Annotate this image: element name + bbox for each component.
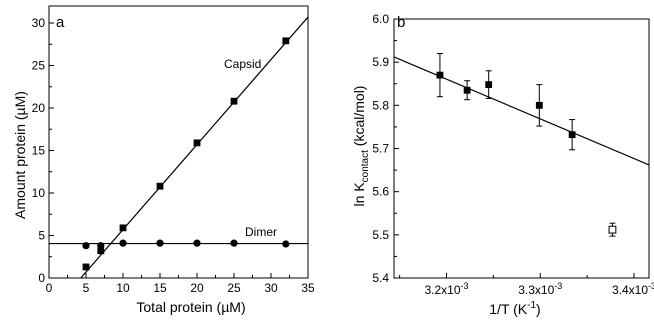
data-point (436, 71, 444, 79)
capsid-point (97, 247, 105, 255)
panel-b-fit-line (393, 56, 650, 166)
dimer-point (156, 239, 164, 247)
y-tick-label: 0 (38, 271, 45, 285)
x-tick-exponent: -3 (554, 281, 562, 291)
capsid-point (193, 139, 201, 147)
dimer-point (193, 239, 201, 247)
x-tick-label: 0 (46, 281, 53, 295)
capsid-point (230, 97, 238, 105)
dimer-series-label: Dimer (245, 225, 277, 239)
x-tick-mantissa: 3.4x10 (612, 283, 648, 297)
dimer-point (230, 239, 238, 247)
y-tick-label: 20 (32, 101, 46, 115)
x-tick-mantissa: 3.2x10 (424, 283, 460, 297)
x-label-superscript: -1 (527, 300, 536, 311)
y-tick-label: 25 (32, 59, 46, 73)
x-tick-mantissa: 3.3x10 (518, 283, 554, 297)
dimer-point (82, 242, 90, 250)
panel-b-x-axis-label: 1/T (K-1) (489, 300, 540, 317)
capsid-point (119, 224, 127, 232)
y-tick-label: 5.9 (372, 55, 389, 69)
x-tick-label: 10 (116, 281, 130, 295)
panel-b: 3.2x10-3 3.3x10-3 3.4x10-35.45.55.65.75.85… (351, 12, 654, 317)
panel-a-plot-area: 0 5 10 15 20 25 30 35 0 5 10 15 20 25 30 (32, 5, 315, 295)
panel-a: 0 5 10 15 20 25 30 35 0 5 10 15 20 25 30 a Capsid Dime… (12, 5, 315, 315)
data-point (568, 131, 576, 139)
y-tick-label: 5.6 (372, 185, 389, 199)
data-point (535, 101, 543, 109)
capsid-point (282, 37, 290, 45)
x-tick-label: 5 (83, 281, 90, 295)
panel-b-y-axis-label: ln Kcontact (kcal/mol) (351, 86, 371, 207)
panel-b-letter: b (397, 14, 405, 31)
x-tick-label: 20 (190, 281, 204, 295)
y-tick-label: 5.4 (372, 271, 389, 285)
data-point (485, 81, 493, 89)
x-tick-label: 30 (264, 281, 278, 295)
panel-a-x-axis-label: Total protein (µM) (136, 299, 245, 315)
dimer-point (119, 239, 127, 247)
y-tick-label: 30 (32, 16, 46, 30)
y-label-main: ln K (351, 182, 367, 207)
y-tick-label: 5.7 (372, 142, 389, 156)
excluded-data-point (608, 225, 617, 234)
panel-a-letter: a (56, 14, 65, 31)
x-tick-label: 35 (301, 281, 315, 295)
dimer-point (282, 240, 290, 248)
x-tick-label: 3.4x10-3 (612, 281, 654, 297)
dimer-point (97, 242, 105, 250)
x-tick-label: 3.3x10-3 (518, 281, 562, 297)
x-tick-exponent: -3 (461, 281, 469, 291)
y-label-end: (kcal/mol) (351, 86, 367, 151)
x-label-end: ) (536, 301, 541, 317)
y-tick-label: 5.8 (372, 98, 389, 112)
y-tick-label: 5 (38, 229, 45, 243)
capsid-point (82, 263, 90, 271)
x-tick-label: 3.2x10-3 (424, 281, 468, 297)
panel-b-plot-area: 3.2x10-3 3.3x10-3 3.4x10-35.45.55.65.75.85… (372, 12, 654, 297)
data-point (463, 86, 471, 94)
capsid-point (156, 182, 164, 190)
y-tick-label: 10 (32, 186, 46, 200)
y-tick-label: 15 (32, 144, 46, 158)
capsid-fit-line (80, 16, 309, 279)
y-tick-label: 6.0 (372, 12, 389, 26)
x-tick-exponent: -3 (648, 281, 654, 291)
y-tick-label: 5.5 (372, 228, 389, 242)
capsid-series-label: Capsid (224, 57, 261, 71)
x-tick-label: 25 (227, 281, 241, 295)
panel-a-y-axis-label: Amount protein (µM) (12, 91, 28, 219)
x-label-main: 1/T (K (489, 301, 528, 317)
y-label-subscript: contact (360, 150, 371, 182)
x-tick-label: 15 (153, 281, 167, 295)
